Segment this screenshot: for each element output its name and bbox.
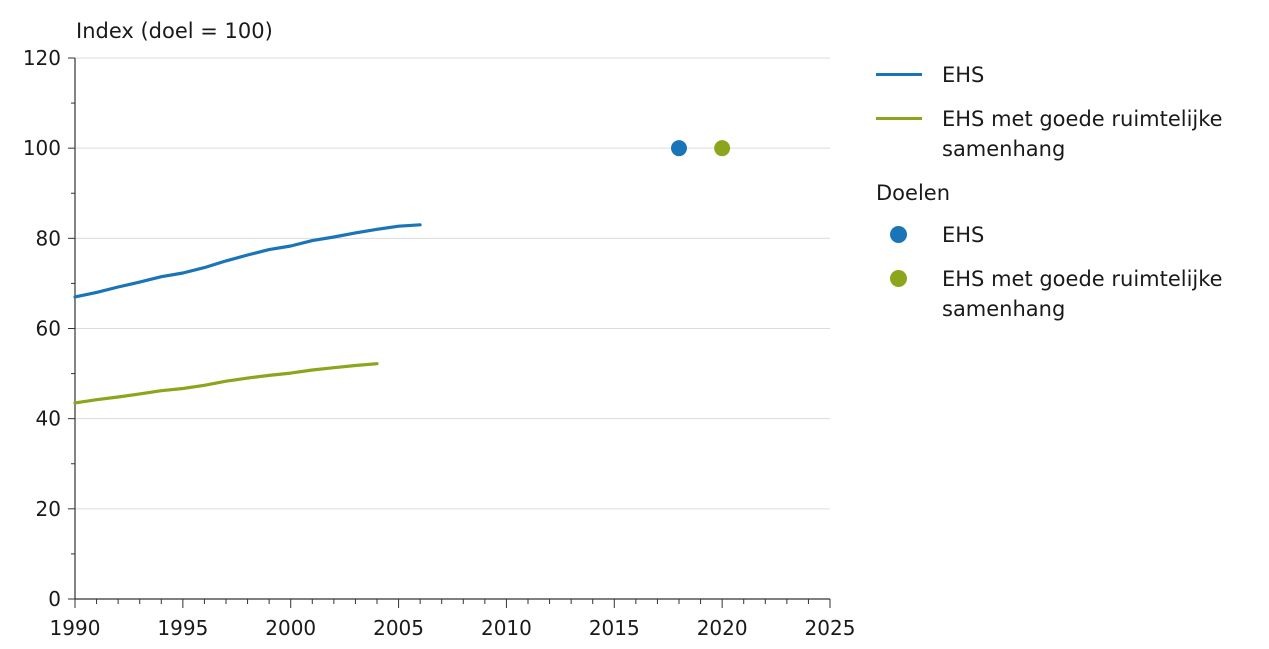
- legend-heading-doelen: Doelen: [876, 181, 951, 205]
- series-line-ehs-samenhang: [73, 362, 379, 405]
- target-point-ehs-samenhang: [714, 140, 731, 157]
- x-tick-label-1995: 1995: [157, 616, 208, 640]
- legend-swatch-ehs: [876, 60, 922, 88]
- legend-item-target-ehs: EHS: [876, 220, 1266, 250]
- legend-label-ehs: EHS: [942, 63, 985, 87]
- legend-label-target-ehs-samenhang: EHS met goede ruimtelijke samenhang: [942, 267, 1223, 321]
- y-tick-label-40: 40: [36, 407, 61, 431]
- y-tick-label-100: 100: [23, 136, 61, 160]
- gridlines: [75, 57, 830, 510]
- x-tick-label-2005: 2005: [373, 616, 424, 640]
- legend-dot-target-ehs: [890, 226, 907, 243]
- y-tick-label-120: 120: [23, 46, 61, 70]
- target-points: [671, 140, 731, 157]
- axes: 0 20 40 60 80 100 120 1990 1995 2000 2005 2010 2015 2…: [23, 46, 856, 640]
- target-point-ehs: [671, 140, 687, 157]
- x-tick-label-2010: 2010: [481, 616, 532, 640]
- legend: EHS EHS met goede ruimtelijke samenhang …: [876, 60, 1266, 338]
- y-tick-label-0: 0: [48, 587, 61, 611]
- legend-label-ehs-samenhang: EHS met goede ruimtelijke samenhang: [942, 107, 1223, 161]
- legend-swatch-target-ehs: [876, 220, 922, 248]
- legend-item-ehs-samenhang: EHS met goede ruimtelijke samenhang: [876, 104, 1266, 164]
- legend-line-ehs-samenhang: [876, 117, 922, 120]
- legend-dot-target-ehs-samenhang: [890, 270, 907, 287]
- legend-swatch-ehs-samenhang: [876, 104, 922, 132]
- series-lines: [73, 223, 422, 405]
- y-tick-label-20: 20: [36, 497, 61, 521]
- x-tick-label-2025: 2025: [805, 616, 856, 640]
- x-tick-label-2000: 2000: [265, 616, 316, 640]
- legend-swatch-target-ehs-samenhang: [876, 264, 922, 292]
- y-tick-label-60: 60: [36, 317, 61, 341]
- y-axis-label: Index (doel = 100): [76, 19, 273, 43]
- legend-line-ehs: [876, 73, 922, 76]
- x-tick-label-2020: 2020: [697, 616, 748, 640]
- legend-item-target-ehs-samenhang: EHS met goede ruimtelijke samenhang: [876, 264, 1266, 324]
- x-tick-label-1990: 1990: [50, 616, 101, 640]
- legend-item-ehs: EHS: [876, 60, 1266, 90]
- y-tick-label-80: 80: [36, 226, 61, 250]
- series-line-ehs: [73, 223, 422, 299]
- legend-label-target-ehs: EHS: [942, 223, 985, 247]
- x-tick-label-2015: 2015: [589, 616, 640, 640]
